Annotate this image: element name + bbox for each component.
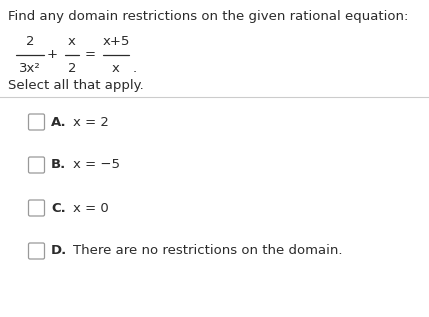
Text: x+5: x+5 <box>102 35 130 48</box>
Text: There are no restrictions on the domain.: There are no restrictions on the domain. <box>73 244 342 257</box>
Text: C.: C. <box>51 202 66 215</box>
Text: x: x <box>112 62 120 75</box>
FancyBboxPatch shape <box>28 243 45 259</box>
Text: x = −5: x = −5 <box>73 158 120 171</box>
Text: =: = <box>85 49 96 61</box>
Text: .: . <box>133 62 137 75</box>
Text: D.: D. <box>51 244 67 257</box>
FancyBboxPatch shape <box>28 157 45 173</box>
FancyBboxPatch shape <box>28 200 45 216</box>
Text: Select all that apply.: Select all that apply. <box>8 79 144 92</box>
FancyBboxPatch shape <box>28 114 45 130</box>
Text: x = 2: x = 2 <box>73 115 109 128</box>
Text: B.: B. <box>51 158 66 171</box>
Text: +: + <box>46 49 57 61</box>
Text: 2: 2 <box>26 35 34 48</box>
Text: x: x <box>68 35 76 48</box>
Text: 3x²: 3x² <box>19 62 41 75</box>
Text: Find any domain restrictions on the given rational equation:: Find any domain restrictions on the give… <box>8 10 408 23</box>
Text: 2: 2 <box>68 62 76 75</box>
Text: A.: A. <box>51 115 66 128</box>
Text: x = 0: x = 0 <box>73 202 109 215</box>
